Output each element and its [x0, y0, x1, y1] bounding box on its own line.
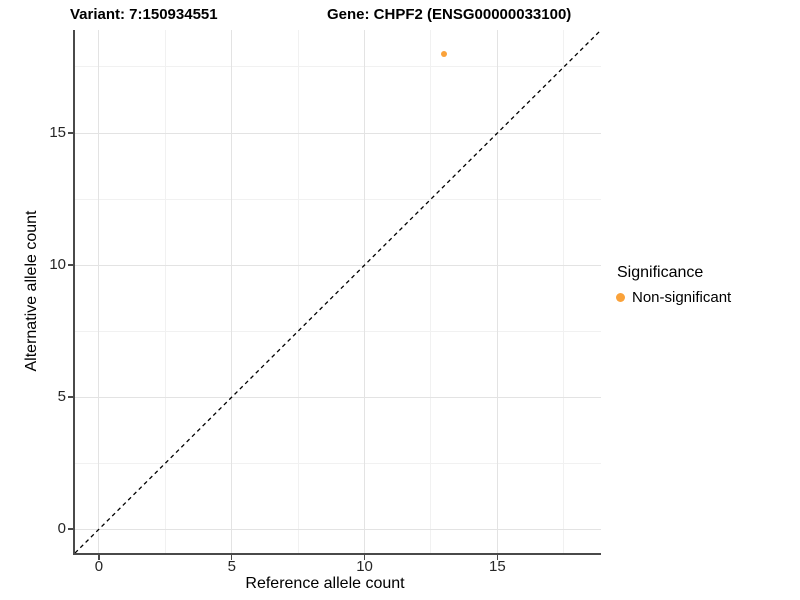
legend-title: Significance [617, 264, 704, 281]
plot-panel-inner [75, 30, 601, 553]
x-major-gridline [364, 30, 366, 553]
plot-panel [73, 30, 601, 555]
y-tick-label: 0 [57, 520, 66, 538]
x-major-gridline [98, 30, 100, 553]
plot-title-gene: Gene: CHPF2 (ENSG00000033100) [327, 6, 572, 23]
y-tick-mark [68, 396, 73, 398]
legend-item-label: Non-significant [632, 289, 732, 306]
identity-line-layer [75, 30, 601, 553]
y-tick-mark [68, 528, 73, 530]
y-major-gridline [75, 396, 601, 398]
x-tick-mark [98, 555, 100, 560]
y-minor-gridline [75, 198, 601, 200]
y-minor-gridline [75, 462, 601, 464]
legend: Significance Non-significant [616, 264, 731, 306]
y-tick-mark [68, 264, 73, 266]
x-minor-gridline [563, 30, 565, 553]
y-major-gridline [75, 528, 601, 530]
y-major-gridline [75, 264, 601, 266]
y-tick-label: 15 [49, 124, 66, 141]
y-tick-label: 5 [57, 388, 66, 406]
x-tick-label: 10 [356, 558, 373, 575]
legend-item-non-significant: Non-significant [616, 289, 731, 306]
x-tick-mark [230, 555, 233, 560]
y-tick-mark [68, 132, 73, 134]
x-tick-mark [496, 555, 499, 560]
x-major-gridline [231, 30, 233, 553]
x-tick-label: 0 [94, 558, 104, 575]
x-tick-label: 15 [489, 558, 506, 575]
identity-line [75, 30, 601, 553]
y-minor-gridline [75, 330, 601, 332]
y-axis-title: Alternative allele count [23, 210, 40, 372]
y-major-gridline [75, 132, 601, 134]
x-minor-gridline [297, 30, 299, 553]
x-tick-label: 5 [227, 558, 236, 575]
x-major-gridline [496, 30, 498, 553]
data-point-non-significant [441, 50, 448, 57]
x-minor-gridline [164, 30, 166, 553]
y-tick-label: 10 [49, 256, 66, 274]
plot-title-variant: Variant: 7:150934551 [70, 6, 218, 23]
legend-dot-icon [616, 293, 625, 302]
x-axis-title: Reference allele count [245, 575, 405, 592]
x-tick-mark [363, 555, 366, 560]
x-minor-gridline [430, 30, 432, 553]
y-minor-gridline [75, 66, 601, 68]
